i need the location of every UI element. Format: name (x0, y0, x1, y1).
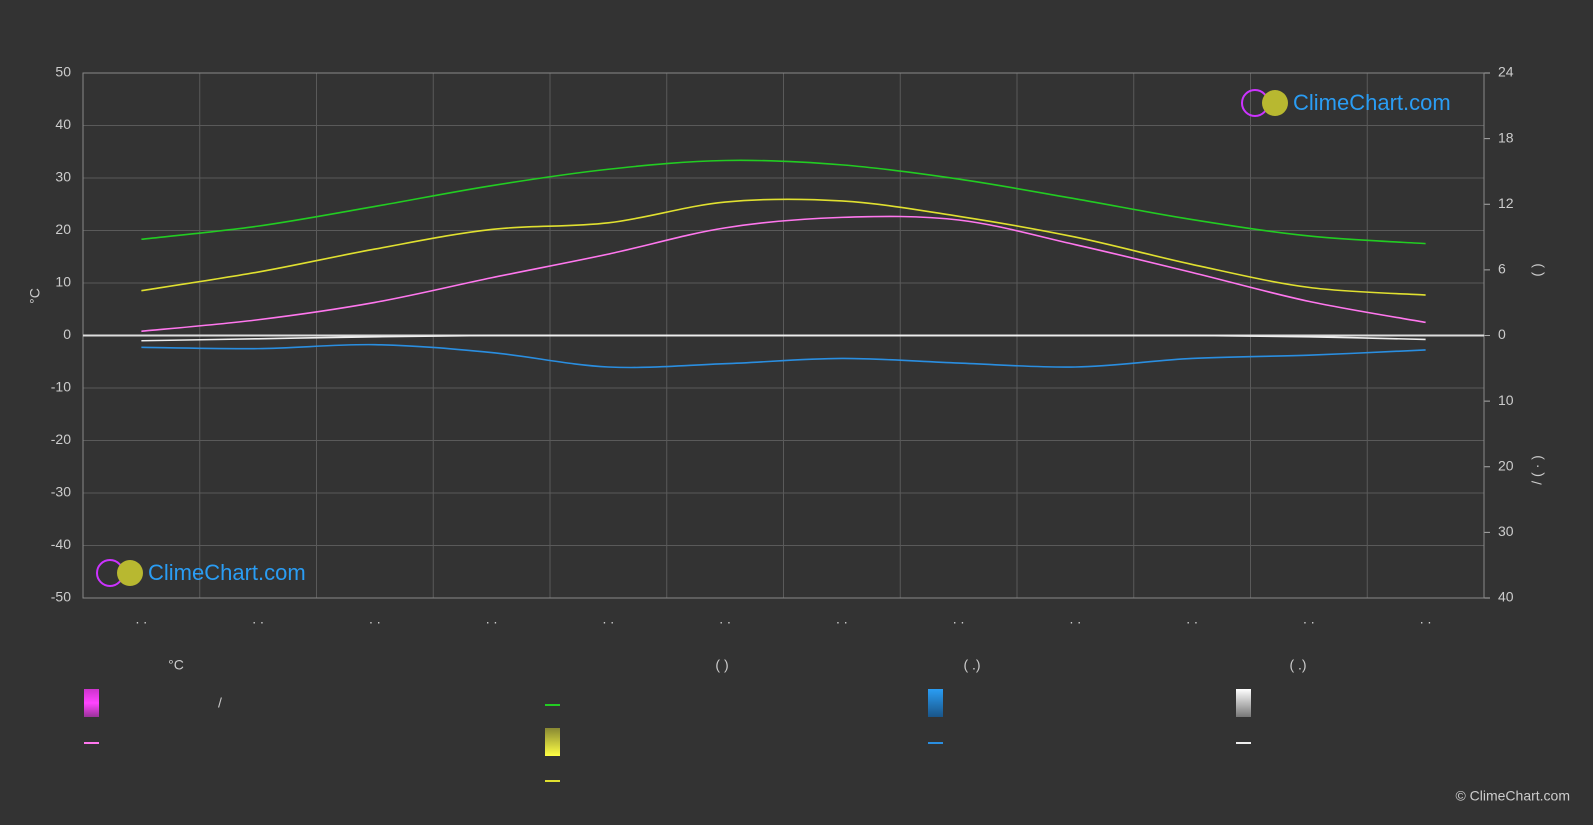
y3-tick-label: 30 (1498, 523, 1514, 539)
y-axis-title: °C (27, 288, 43, 304)
y2-tick-label: 18 (1498, 129, 1514, 145)
y-tick-label: -50 (51, 589, 71, 605)
series-line (141, 334, 1426, 342)
y-tick-label: -20 (51, 431, 71, 447)
logo-text: ClimeChart.com (1293, 90, 1451, 115)
legend-header: ( .) (1289, 657, 1306, 673)
y3-tick-label: 20 (1498, 457, 1514, 473)
x-tick-label: . . (719, 611, 731, 627)
legend-swatch (84, 689, 99, 717)
x-tick-label: . . (953, 611, 965, 627)
logo-text: ClimeChart.com (148, 560, 306, 585)
x-tick-label: . . (836, 611, 848, 627)
legend-header: ( ) (715, 657, 728, 673)
legend-header: ( .) (963, 657, 980, 673)
plot (141, 159, 1426, 369)
y2-tick-label: 6 (1498, 261, 1506, 277)
y-tick-label: 10 (55, 274, 71, 290)
legend-header: °C (168, 657, 184, 673)
y-tick-label: 0 (63, 326, 71, 342)
x-tick-label: . . (603, 611, 615, 627)
y-tick-label: 20 (55, 221, 71, 237)
legend-text: / (218, 695, 222, 711)
series-line (141, 159, 1426, 245)
y3-axis-title: / ( · ) (1529, 455, 1545, 485)
y-tick-label: 40 (55, 116, 71, 132)
logo: ClimeChart.com (96, 559, 306, 587)
y-tick-label: -10 (51, 379, 71, 395)
series-line (141, 198, 1426, 296)
y-tick-label: -40 (51, 536, 71, 552)
x-tick-label: . . (136, 611, 148, 627)
y-tick-label: 30 (55, 169, 71, 185)
x-tick-label: . . (1186, 611, 1198, 627)
y3-tick-label: 10 (1498, 392, 1514, 408)
logo: ClimeChart.com (1241, 89, 1451, 117)
copyright: © ClimeChart.com (1455, 788, 1570, 804)
y2-axis-title: ( ) (1529, 263, 1545, 276)
x-tick-label: . . (1303, 611, 1315, 627)
legend-swatch (928, 689, 943, 717)
y2-tick-label: 24 (1498, 64, 1514, 80)
x-tick-label: . . (1070, 611, 1082, 627)
series-line (141, 343, 1426, 369)
y2-tick-label: 0 (1498, 326, 1506, 342)
x-tick-label: . . (486, 611, 498, 627)
x-tick-label: . . (369, 611, 381, 627)
series-line (141, 215, 1426, 333)
legend-swatch (545, 728, 560, 756)
y3-tick-label: 40 (1498, 589, 1514, 605)
x-tick-label: . . (252, 611, 264, 627)
x-tick-label: . . (1420, 611, 1432, 627)
y2-tick-label: 12 (1498, 195, 1514, 211)
grid: -50 -40 -30 -20 -10 0 10 20 30 40 50 0 6 12 18 24 10 20 30… (51, 64, 1514, 627)
y-tick-label: 50 (55, 64, 71, 80)
legend-swatch (1236, 689, 1251, 717)
y-tick-label: -30 (51, 484, 71, 500)
